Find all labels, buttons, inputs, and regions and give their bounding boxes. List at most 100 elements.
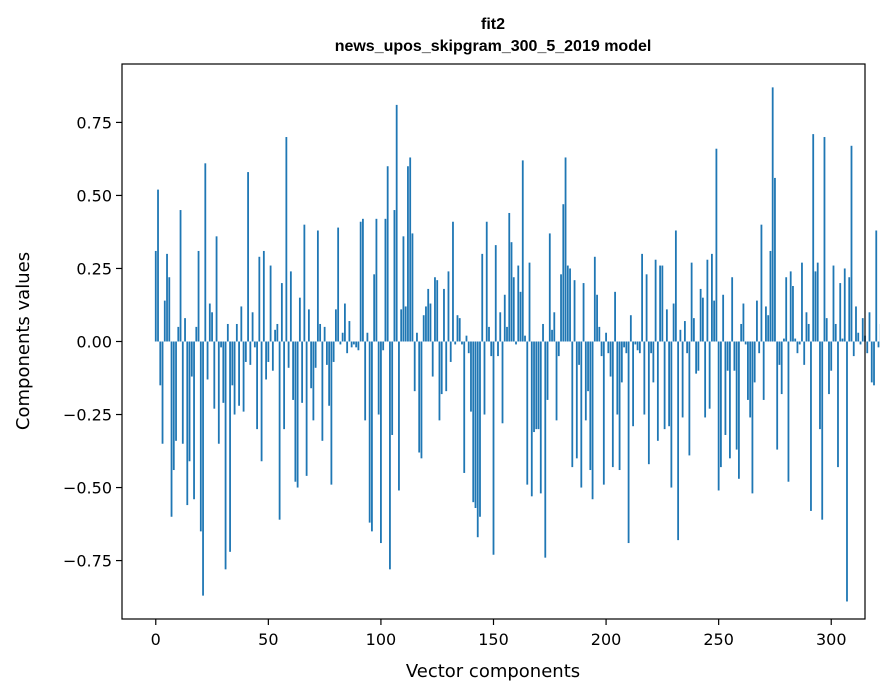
bar bbox=[418, 341, 421, 453]
bar bbox=[846, 341, 848, 602]
bar bbox=[834, 323, 837, 342]
x-tick-label: 100 bbox=[366, 630, 397, 649]
bar bbox=[289, 271, 292, 342]
bar bbox=[758, 341, 761, 354]
bar bbox=[843, 268, 846, 342]
bar bbox=[465, 335, 468, 342]
bar bbox=[519, 291, 522, 342]
bar bbox=[611, 341, 614, 468]
bar bbox=[346, 341, 349, 354]
bar bbox=[413, 341, 416, 392]
bar bbox=[330, 341, 333, 485]
bar bbox=[656, 341, 659, 441]
bar bbox=[805, 312, 808, 342]
bar bbox=[663, 341, 666, 430]
bar bbox=[665, 309, 668, 342]
bar bbox=[647, 341, 650, 465]
bar bbox=[774, 177, 776, 342]
bar bbox=[798, 341, 801, 345]
bar bbox=[186, 341, 189, 506]
bar bbox=[751, 341, 754, 494]
bar bbox=[539, 341, 542, 494]
bar bbox=[440, 341, 443, 395]
bar bbox=[190, 341, 193, 377]
bar bbox=[749, 341, 752, 418]
bar bbox=[731, 277, 734, 342]
bar bbox=[452, 221, 454, 342]
bar bbox=[711, 253, 713, 342]
bar bbox=[526, 341, 529, 485]
bar bbox=[659, 265, 662, 342]
bar bbox=[438, 341, 441, 421]
bar bbox=[753, 341, 756, 383]
bar bbox=[792, 286, 794, 342]
bar bbox=[548, 233, 551, 342]
bar bbox=[202, 341, 204, 596]
bar bbox=[807, 323, 810, 342]
bar bbox=[729, 341, 731, 459]
bar bbox=[265, 341, 267, 380]
bar bbox=[557, 341, 560, 357]
bar bbox=[704, 341, 707, 418]
bar bbox=[796, 341, 799, 354]
bar bbox=[368, 341, 371, 523]
bar bbox=[386, 166, 389, 342]
bar bbox=[672, 303, 675, 342]
bar bbox=[679, 329, 682, 342]
bar bbox=[276, 323, 279, 342]
bar bbox=[553, 312, 556, 342]
bar bbox=[375, 218, 378, 342]
bar bbox=[564, 157, 567, 342]
bar bbox=[857, 332, 860, 342]
bar bbox=[181, 341, 184, 444]
bar bbox=[614, 291, 616, 342]
bar bbox=[542, 323, 544, 342]
bar bbox=[801, 262, 803, 342]
bar bbox=[587, 341, 589, 392]
bar bbox=[179, 210, 182, 342]
bar bbox=[551, 329, 553, 342]
y-tick-label: 0.25 bbox=[76, 259, 112, 278]
bar bbox=[166, 253, 168, 342]
y-tick-label: −0.25 bbox=[63, 406, 112, 425]
bar bbox=[474, 341, 477, 508]
bar bbox=[292, 341, 295, 400]
bar bbox=[555, 341, 558, 421]
bar bbox=[235, 323, 238, 342]
bar bbox=[258, 256, 261, 342]
bar bbox=[616, 341, 619, 415]
bar bbox=[870, 341, 873, 383]
bar bbox=[560, 274, 562, 342]
bar bbox=[776, 341, 779, 450]
bar bbox=[699, 288, 702, 342]
bar bbox=[215, 236, 218, 342]
bar bbox=[769, 250, 772, 342]
bar bbox=[828, 341, 830, 395]
bar bbox=[463, 341, 466, 473]
bar bbox=[188, 341, 191, 462]
bar bbox=[855, 306, 857, 342]
bar bbox=[224, 341, 227, 570]
bar bbox=[456, 315, 459, 342]
bar bbox=[285, 137, 288, 342]
bar bbox=[253, 341, 256, 348]
bar bbox=[584, 341, 587, 421]
bar bbox=[873, 341, 875, 386]
bar bbox=[850, 145, 853, 342]
bar bbox=[580, 341, 583, 488]
bar bbox=[233, 341, 236, 415]
bar bbox=[668, 341, 671, 427]
bar bbox=[683, 321, 686, 342]
bar bbox=[271, 341, 274, 371]
bar bbox=[819, 341, 821, 430]
bar bbox=[298, 297, 301, 342]
bar bbox=[312, 341, 315, 421]
bar bbox=[810, 341, 812, 511]
bar bbox=[359, 221, 362, 342]
bar bbox=[395, 104, 398, 342]
bar bbox=[638, 341, 641, 354]
bar bbox=[488, 326, 490, 342]
bar bbox=[184, 318, 186, 342]
bar bbox=[483, 341, 486, 415]
bar bbox=[632, 341, 634, 427]
